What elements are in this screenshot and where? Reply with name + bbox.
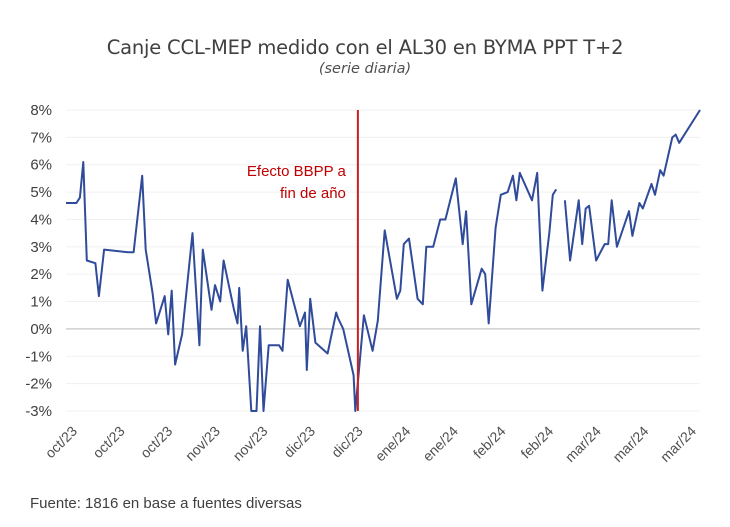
- x-axis-ticks: oct/23 oct/23 oct/23 nov/23 nov/23 dic/23 dic/…: [42, 423, 699, 465]
- x-tick-label: oct/23: [137, 423, 175, 461]
- chart-subtitle: (serie diaria): [318, 61, 412, 77]
- x-tick-label: mar/24: [657, 423, 699, 465]
- x-tick-label: mar/24: [609, 423, 651, 465]
- y-axis-ticks: 8% 7% 6% 5% 4% 3% 2% 1% 0% -1% -2% -3%: [25, 102, 52, 420]
- series-line: [563, 109, 701, 262]
- y-tick-label: -3%: [25, 403, 52, 420]
- gridlines: [66, 109, 700, 412]
- x-tick-label: dic/23: [280, 423, 318, 461]
- x-tick-label: nov/23: [182, 423, 223, 464]
- annotation-label: Efecto BBPP a: [247, 163, 347, 180]
- y-tick-label: 0%: [30, 321, 52, 338]
- x-tick-label: ene/24: [372, 423, 414, 465]
- x-tick-label: feb/24: [470, 423, 509, 462]
- annotation-label: fin de año: [280, 185, 346, 202]
- y-tick-label: 5%: [30, 184, 52, 201]
- y-tick-label: 6%: [30, 157, 52, 174]
- x-tick-label: oct/23: [42, 423, 80, 461]
- y-tick-label: -1%: [25, 348, 52, 365]
- series-lines: [65, 109, 701, 412]
- annotations: Efecto BBPP a fin de año: [247, 110, 359, 411]
- y-tick-label: 3%: [30, 239, 52, 256]
- x-tick-label: oct/23: [89, 423, 127, 461]
- y-tick-label: 8%: [30, 102, 52, 119]
- x-tick-label: mar/24: [562, 423, 604, 465]
- x-tick-label: nov/23: [230, 423, 271, 464]
- y-tick-label: -2%: [25, 376, 52, 393]
- x-tick-label: dic/23: [328, 423, 366, 461]
- y-tick-label: 4%: [30, 211, 52, 228]
- y-tick-label: 2%: [30, 266, 52, 283]
- series-line: [66, 161, 558, 412]
- y-tick-label: 7%: [30, 129, 52, 146]
- chart-title: Canje CCL-MEP medido con el AL30 en BYMA…: [106, 36, 624, 59]
- x-tick-label: ene/24: [419, 423, 461, 465]
- y-tick-label: 1%: [30, 294, 52, 311]
- source-note: Fuente: 1816 en base a fuentes diversas: [30, 495, 302, 512]
- x-tick-label: feb/24: [517, 423, 556, 462]
